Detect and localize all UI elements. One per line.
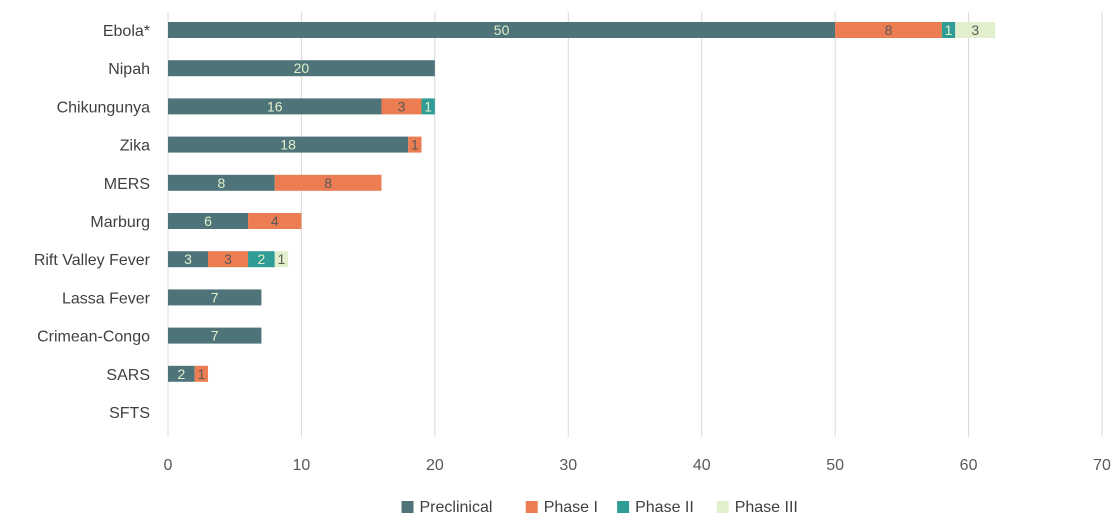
legend-label-preclinical: Preclinical bbox=[420, 499, 493, 516]
data-label-preclinical-crimean-congo: 7 bbox=[211, 328, 219, 344]
legend-label-phase-ii: Phase II bbox=[635, 499, 694, 516]
data-label-preclinical-nipah: 20 bbox=[294, 60, 310, 76]
legend-swatch-phase-i bbox=[525, 501, 538, 513]
data-label-phase-i-mers: 8 bbox=[324, 175, 332, 191]
legend-swatch-phase-iii bbox=[716, 501, 729, 513]
bar-phase-ii-rift-valley-fever bbox=[248, 251, 275, 268]
category-label-nipah: Nipah bbox=[108, 61, 150, 78]
data-label-preclinical-zika: 18 bbox=[280, 137, 296, 153]
bar-phase-i-sars bbox=[194, 365, 209, 382]
category-label-sfts: SFTS bbox=[109, 405, 150, 422]
data-label-phase-iii-rift-valley-fever: 1 bbox=[278, 251, 286, 267]
bar-phase-i-ebola bbox=[835, 22, 942, 38]
category-label-rift-valley-fever: Rift Valley Fever bbox=[34, 252, 151, 269]
x-tick-label: 50 bbox=[826, 457, 844, 474]
data-label-phase-i-chikungunya: 3 bbox=[398, 98, 406, 114]
category-label-zika: Zika bbox=[120, 138, 150, 155]
x-tick-label: 10 bbox=[293, 457, 311, 474]
x-tick-label: 40 bbox=[693, 457, 711, 474]
data-label-preclinical-ebola: 50 bbox=[494, 22, 510, 38]
bar-phase-iii-rift-valley-fever bbox=[274, 251, 289, 268]
data-label-preclinical-marburg: 6 bbox=[204, 213, 212, 229]
x-tick-label: 70 bbox=[1093, 457, 1111, 474]
bar-phase-ii-ebola bbox=[941, 22, 956, 38]
bar-preclinical-mers bbox=[168, 174, 275, 191]
data-label-preclinical-rift-valley-fever: 3 bbox=[184, 251, 192, 267]
data-label-preclinical-sars: 2 bbox=[177, 366, 185, 382]
legend: Preclinical Phase I Phase II Phase III bbox=[401, 499, 798, 516]
data-label-phase-iii-ebola: 3 bbox=[971, 22, 979, 38]
bar-preclinical-marburg bbox=[168, 213, 249, 229]
bar-preclinical-zika bbox=[168, 136, 409, 153]
bar-phase-i-chikungunya bbox=[381, 98, 422, 115]
category-label-chikungunya: Chikungunya bbox=[57, 99, 151, 116]
category-label-sars: SARS bbox=[106, 367, 150, 384]
bar-phase-iii-ebola bbox=[955, 22, 996, 38]
category-label-ebola: Ebola* bbox=[103, 23, 150, 40]
data-label-phase-i-sars: 1 bbox=[197, 366, 205, 382]
bar-phase-i-rift-valley-fever bbox=[208, 251, 249, 268]
bar-preclinical-chikungunya bbox=[168, 98, 382, 115]
bar-phase-i-mers bbox=[274, 174, 382, 191]
x-tick-label: 20 bbox=[426, 457, 444, 474]
bar-preclinical-lassa-fever bbox=[168, 289, 262, 306]
bar-preclinical-ebola bbox=[168, 22, 836, 38]
category-label-lassa-fever: Lassa Fever bbox=[62, 290, 151, 307]
legend-swatch-preclinical bbox=[401, 501, 414, 513]
category-label-marburg: Marburg bbox=[90, 214, 150, 231]
bar-preclinical-crimean-congo bbox=[168, 327, 262, 344]
bar-phase-ii-chikungunya bbox=[421, 98, 435, 115]
x-axis-tick-labels: 0 10 20 30 40 50 60 70 bbox=[164, 457, 1111, 474]
grid-lines bbox=[167, 12, 1103, 437]
data-label-phase-ii-rift-valley-fever: 2 bbox=[258, 251, 266, 267]
x-tick-label: 60 bbox=[960, 457, 978, 474]
bar-phase-i-zika bbox=[408, 136, 422, 153]
bar-phase-i-marburg bbox=[248, 213, 302, 229]
bar-preclinical-sars bbox=[168, 365, 195, 382]
data-label-phase-i-marburg: 4 bbox=[271, 213, 279, 229]
legend-label-phase-iii: Phase III bbox=[735, 499, 798, 516]
data-label-phase-ii-ebola: 1 bbox=[945, 22, 953, 38]
x-tick-label: 30 bbox=[559, 457, 577, 474]
data-label-phase-i-ebola: 8 bbox=[885, 22, 893, 38]
x-tick-label: 0 bbox=[164, 457, 173, 474]
bar-preclinical-nipah bbox=[168, 60, 435, 77]
data-label-preclinical-chikungunya: 16 bbox=[267, 98, 283, 114]
data-label-phase-i-zika: 1 bbox=[411, 137, 419, 153]
legend-label-phase-i: Phase I bbox=[544, 499, 598, 516]
category-label-mers: MERS bbox=[104, 176, 150, 193]
category-label-crimean-congo: Crimean-Congo bbox=[37, 329, 150, 346]
category-labels: Ebola* Nipah Chikungunya Zika MERS Marburg Rif… bbox=[34, 23, 151, 422]
data-label-preclinical-lassa-fever: 7 bbox=[211, 289, 219, 305]
data-label-phase-i-rift-valley-fever: 3 bbox=[224, 251, 232, 267]
bar-preclinical-rift-valley-fever bbox=[168, 251, 209, 268]
data-label-preclinical-mers: 8 bbox=[217, 175, 225, 191]
legend-swatch-phase-ii bbox=[617, 501, 630, 513]
data-label-phase-ii-chikungunya: 1 bbox=[424, 98, 432, 114]
